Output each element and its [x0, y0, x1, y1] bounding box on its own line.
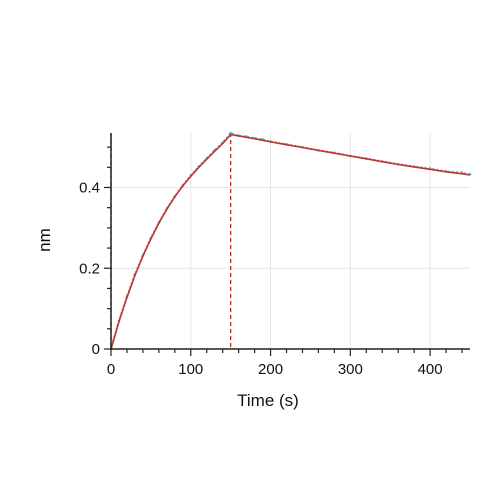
y-tick-label: 0.4 — [79, 180, 100, 197]
y-axis-title: nm — [35, 228, 54, 252]
measured-series-line — [110, 131, 471, 350]
x-tick-label: 0 — [107, 361, 115, 378]
y-tick-label: 0.2 — [79, 260, 100, 277]
axes — [110, 133, 470, 350]
x-axis-title: Time (s) — [237, 391, 299, 410]
data-series — [109, 131, 472, 351]
x-tick-label: 100 — [178, 361, 203, 378]
ticks: 0 100 200 300 400 0 0.2 0.4 — [79, 146, 463, 378]
x-tick-label: 300 — [338, 361, 363, 378]
fit-series-line — [110, 133, 471, 350]
x-tick-label: 200 — [258, 361, 283, 378]
x-tick-label: 400 — [418, 361, 443, 378]
phase-markers — [110, 133, 232, 349]
gridlines — [111, 133, 470, 349]
y-tick-label: 0 — [92, 341, 100, 358]
measured-point — [229, 131, 232, 135]
